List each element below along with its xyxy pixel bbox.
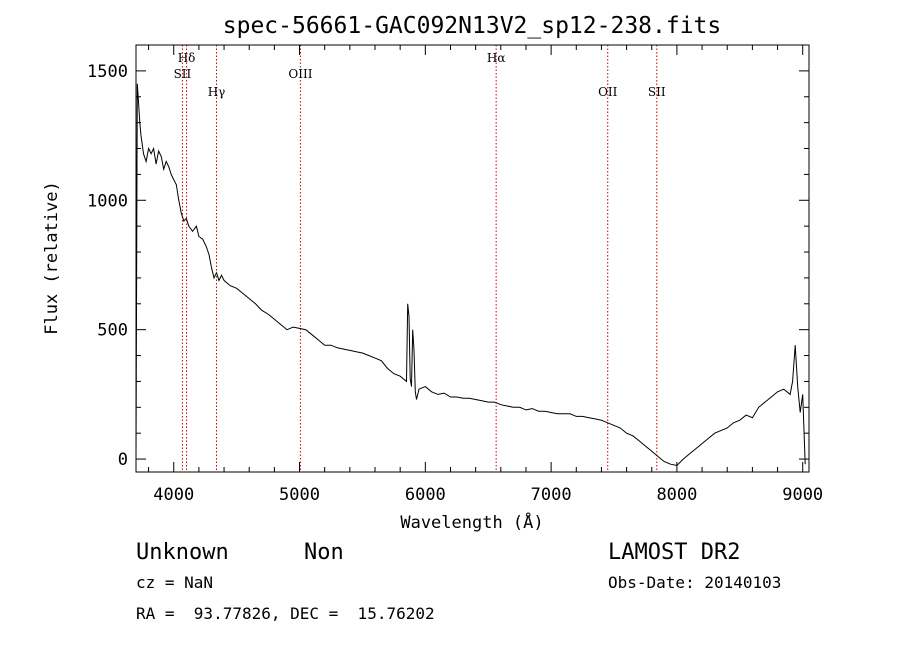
y-axis-label: Flux (relative) xyxy=(42,181,62,335)
object-type-label: Unknown xyxy=(136,540,229,565)
spectral-line-label: Hγ xyxy=(208,85,226,99)
obs-date-label: Obs-Date: 20140103 xyxy=(608,573,781,592)
line-markers: Hδ SII Hγ OIII Hα OII SII xyxy=(174,45,666,472)
spectral-line-label: OIII xyxy=(288,67,312,81)
coordinates-label: RA = 93.77826, DEC = 15.76202 xyxy=(136,604,435,623)
x-tick-label: 7000 xyxy=(531,485,572,505)
survey-label: LAMOST DR2 xyxy=(608,540,740,565)
plot-frame xyxy=(135,44,810,473)
y-axis: 0 500 1000 1500 xyxy=(87,44,809,470)
spectral-line-label: Hα xyxy=(487,51,506,65)
y-tick-label: 500 xyxy=(97,321,128,341)
y-tick-label: 1000 xyxy=(87,191,128,211)
x-tick-label: 9000 xyxy=(782,485,823,505)
flux-spectrum-line xyxy=(135,83,806,467)
spectral-line-label: OII xyxy=(598,85,618,99)
x-tick-label: 8000 xyxy=(656,485,697,505)
cz-label: cz = NaN xyxy=(136,573,213,592)
spectral-line-label: SII xyxy=(174,67,192,81)
x-tick-label: 6000 xyxy=(405,485,446,505)
y-tick-label: 0 xyxy=(118,450,128,470)
x-axis: 4000 5000 6000 7000 8000 9000 xyxy=(148,45,823,505)
x-tick-label: 5000 xyxy=(279,485,320,505)
spectral-line-label: Hδ xyxy=(178,51,196,65)
spectral-line-label: SII xyxy=(648,85,666,99)
x-tick-label: 4000 xyxy=(153,485,194,505)
y-tick-label: 1500 xyxy=(87,62,128,82)
chart-title: spec-56661-GAC092N13V2_sp12-238.fits xyxy=(223,13,722,39)
x-axis-label: Wavelength (Å) xyxy=(400,511,543,533)
subclass-label: Non xyxy=(304,540,344,565)
